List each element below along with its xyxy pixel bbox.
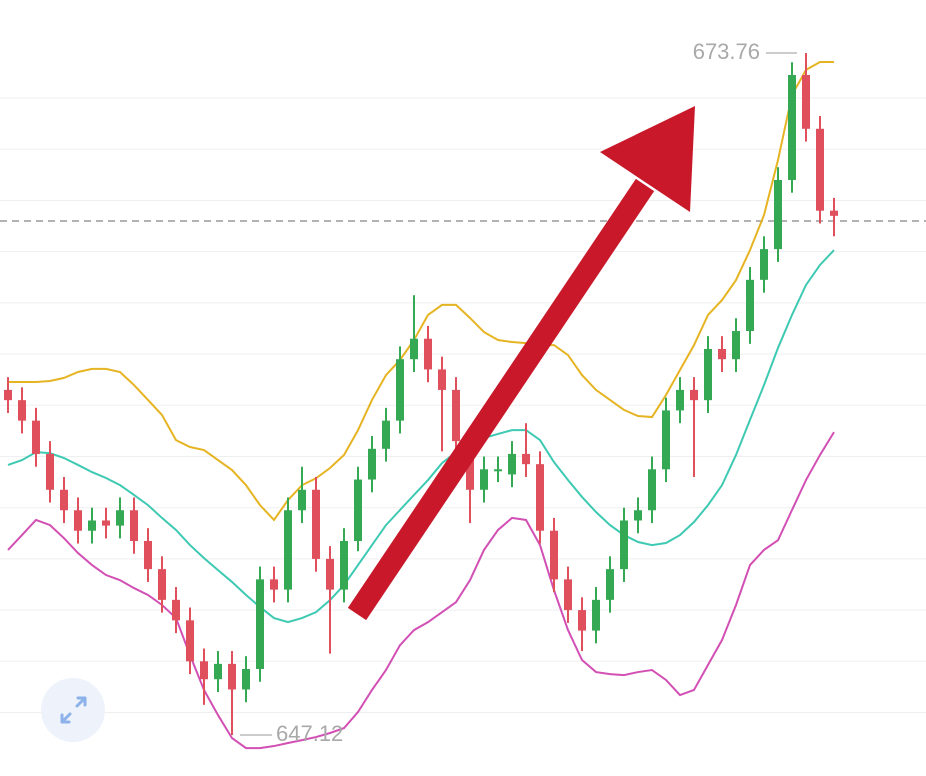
candle-body — [18, 400, 26, 421]
candle-body — [46, 453, 54, 490]
candle-body — [144, 540, 152, 570]
expand-button-bg[interactable] — [41, 678, 105, 742]
plot: 673.76 647.12 — [0, 39, 926, 750]
candle-body — [228, 663, 236, 690]
candle-body — [158, 569, 166, 600]
expand-button[interactable] — [41, 678, 105, 742]
min-marker-label: 647.12 — [276, 721, 343, 746]
arrow-head — [600, 106, 695, 212]
candle-body — [662, 410, 670, 470]
candle-body — [690, 389, 698, 401]
candle-body — [312, 489, 320, 559]
candle-body — [648, 469, 656, 511]
candle-body — [802, 75, 810, 129]
candle-body — [88, 520, 96, 531]
candle-body — [130, 510, 138, 541]
candle-body — [32, 420, 40, 454]
candle-body — [4, 389, 12, 401]
candle-body — [508, 453, 516, 475]
candle-body — [74, 510, 82, 531]
candle-body — [326, 558, 334, 590]
candle-body — [214, 663, 222, 680]
candle-body — [284, 510, 292, 590]
candle-body — [718, 348, 726, 360]
candle-body — [102, 520, 110, 526]
candle-body — [438, 369, 446, 390]
max-marker-label: 673.76 — [693, 39, 760, 64]
candle-body — [354, 479, 362, 541]
candle-body — [480, 469, 488, 490]
candle-body — [116, 510, 124, 526]
candle-body — [578, 610, 586, 631]
candle-body — [830, 210, 838, 216]
candle-body — [788, 75, 796, 180]
candle-body — [550, 530, 558, 580]
candle-body — [270, 579, 278, 590]
candle-body — [256, 579, 264, 669]
expand-icon[interactable] — [60, 696, 87, 724]
candle-body — [382, 420, 390, 449]
candle-body — [242, 668, 250, 690]
band-line — [8, 60, 834, 522]
candle-body — [466, 441, 474, 490]
band-line — [7, 249, 835, 624]
candle-body — [298, 489, 306, 511]
candle-body — [704, 348, 712, 401]
candle-body — [396, 359, 404, 421]
candle-body — [494, 469, 502, 472]
candle-body — [410, 338, 418, 360]
candle-body — [732, 331, 740, 360]
candle-body — [186, 620, 194, 662]
candle-body — [592, 599, 600, 631]
candle-body — [774, 179, 782, 250]
candle-body — [424, 338, 432, 370]
candle-body — [368, 448, 376, 480]
arrow-shaft — [347, 178, 655, 621]
candle-body — [816, 128, 824, 211]
candle-body — [746, 279, 754, 332]
band-line — [7, 431, 835, 750]
candle-body — [606, 569, 614, 600]
candle-body — [200, 661, 208, 680]
candle-body — [522, 453, 530, 465]
candle-body — [760, 249, 768, 280]
trend-arrow — [347, 106, 695, 621]
candle-body — [172, 599, 180, 621]
candle-body — [620, 520, 628, 570]
candle-body — [564, 579, 572, 611]
candle-body — [676, 389, 684, 411]
candle-body — [60, 489, 68, 511]
candle-body — [536, 464, 544, 531]
candle-body — [634, 510, 642, 521]
candle-body — [452, 389, 460, 442]
candle-body — [340, 540, 348, 590]
